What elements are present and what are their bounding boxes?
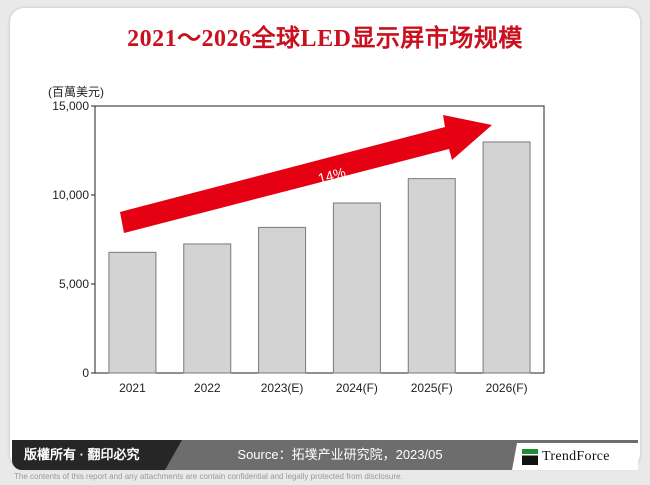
x-tick-label: 2022 (194, 381, 221, 395)
x-tick-label: 2021 (119, 381, 146, 395)
bar-2022 (183, 243, 232, 374)
growth-rate-label: 14% (316, 164, 347, 187)
x-tick-label: 2026(F) (486, 381, 528, 395)
bar-2024(F) (332, 202, 381, 374)
trendforce-logo: TrendForce (512, 443, 638, 470)
y-tick-label: 15,000 (52, 99, 89, 113)
copyright-notice: 版權所有 · 翻印必究 (12, 440, 182, 470)
y-tick-label: 5,000 (59, 277, 89, 291)
bar-2025(F) (407, 178, 456, 374)
brand-name: TrendForce (542, 448, 610, 464)
growth-arrow (120, 115, 492, 233)
chart-title: 2021～2026全球LED显示屏市场规模 (127, 26, 523, 52)
x-tick-label: 2025(F) (411, 381, 453, 395)
chart-card (10, 8, 640, 468)
y-tick-label: 0 (82, 366, 89, 380)
bar-2026(F) (482, 141, 531, 374)
bar-2021 (108, 251, 157, 374)
source-text: Source：拓墣产业研究院，2023/05 (237, 447, 443, 462)
y-axis-unit: (百萬美元) (48, 85, 104, 99)
x-tick-label: 2024(F) (336, 381, 378, 395)
bar-2023(E) (258, 226, 307, 374)
trendforce-logo-icon (522, 448, 538, 465)
y-tick-label: 10,000 (52, 188, 89, 202)
plot-area-frame (94, 105, 545, 374)
x-tick-label: 2023(E) (261, 381, 304, 395)
disclaimer: The contents of this report and any atta… (14, 472, 403, 481)
